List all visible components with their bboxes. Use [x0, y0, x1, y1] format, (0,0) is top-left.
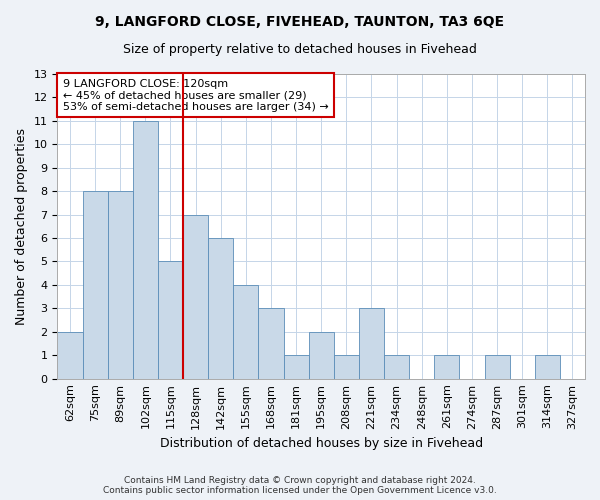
Bar: [158, 262, 183, 378]
Bar: [233, 285, 259, 378]
Bar: [83, 191, 107, 378]
Bar: [58, 332, 83, 378]
Bar: [208, 238, 233, 378]
Bar: [284, 355, 308, 378]
Bar: [107, 191, 133, 378]
Bar: [334, 355, 359, 378]
X-axis label: Distribution of detached houses by size in Fivehead: Distribution of detached houses by size …: [160, 437, 483, 450]
Bar: [133, 121, 158, 378]
Bar: [485, 355, 509, 378]
Bar: [535, 355, 560, 378]
Bar: [359, 308, 384, 378]
Text: 9 LANGFORD CLOSE: 120sqm
← 45% of detached houses are smaller (29)
53% of semi-d: 9 LANGFORD CLOSE: 120sqm ← 45% of detach…: [62, 78, 328, 112]
Bar: [308, 332, 334, 378]
Bar: [183, 214, 208, 378]
Bar: [434, 355, 460, 378]
Bar: [384, 355, 409, 378]
Text: Contains HM Land Registry data © Crown copyright and database right 2024.
Contai: Contains HM Land Registry data © Crown c…: [103, 476, 497, 495]
Text: 9, LANGFORD CLOSE, FIVEHEAD, TAUNTON, TA3 6QE: 9, LANGFORD CLOSE, FIVEHEAD, TAUNTON, TA…: [95, 15, 505, 29]
Bar: [259, 308, 284, 378]
Text: Size of property relative to detached houses in Fivehead: Size of property relative to detached ho…: [123, 42, 477, 56]
Y-axis label: Number of detached properties: Number of detached properties: [15, 128, 28, 325]
